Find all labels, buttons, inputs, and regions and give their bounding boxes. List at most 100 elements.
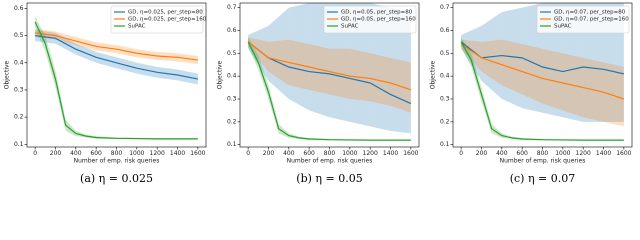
x-tick-label: 200 <box>263 150 275 157</box>
legend-label: SuPAC <box>341 24 359 30</box>
legend-label: SuPAC <box>554 24 572 30</box>
y-axis-label: Objective <box>217 60 224 89</box>
x-tick-label: 1000 <box>129 150 144 157</box>
y-tick-label: 0.3 <box>440 96 450 103</box>
legend-label: GD, η=0.07, per_step=80 <box>554 10 626 16</box>
x-tick-label: 1200 <box>576 150 591 157</box>
x-tick-label: 400 <box>283 150 295 157</box>
y-tick-label: 0.6 <box>14 5 24 12</box>
x-tick-label: 1400 <box>383 150 398 157</box>
y-tick-label: 0.7 <box>227 4 237 11</box>
y-tick-label: 0.6 <box>227 27 237 34</box>
series-line <box>460 41 624 75</box>
x-tick-label: 1400 <box>170 150 185 157</box>
axes-frame <box>239 2 420 148</box>
confidence-band <box>370 53 391 106</box>
y-tick-label: 0.4 <box>440 73 450 80</box>
legend-box <box>536 5 630 34</box>
y-tick-label: 0.1 <box>227 141 237 148</box>
x-axis-label: Number of emp. risk queries <box>74 158 160 165</box>
y-tick-label: 0.2 <box>227 118 237 125</box>
confidence-band <box>370 3 391 131</box>
caption: (a) η = 0.025 <box>80 172 153 185</box>
x-tick-label: 800 <box>324 150 336 157</box>
axes-frame <box>26 2 207 148</box>
y-axis-label: Objective <box>4 60 11 89</box>
x-tick-label: 0 <box>459 150 463 157</box>
x-tick-label: 0 <box>246 150 250 157</box>
legend-box <box>323 5 417 34</box>
x-tick-label: 200 <box>50 150 62 157</box>
x-tick-label: 600 <box>90 150 102 157</box>
confidence-band <box>65 119 76 137</box>
y-tick-label: 0.2 <box>14 114 24 121</box>
legend-box <box>110 5 204 34</box>
x-tick-label: 600 <box>303 150 315 157</box>
y-tick-label: 0.7 <box>440 4 450 11</box>
legend-label: GD, η=0.05, per_step=80 <box>341 10 413 16</box>
confidence-band <box>248 25 269 81</box>
confidence-band <box>268 7 289 100</box>
confidence-band <box>288 3 310 111</box>
y-tick-label: 0.5 <box>14 32 24 39</box>
series-line <box>247 41 411 141</box>
y-tick-label: 0.4 <box>14 59 24 66</box>
confidence-band <box>481 39 502 86</box>
series-line <box>35 32 198 61</box>
figure: 0.1 0.2 0.3 0.4 0.5 0.6 0 200 400 600 800 1000 1200 1… <box>4 2 633 185</box>
y-axis-label: Objective <box>430 60 437 89</box>
y-tick-label: 0.5 <box>440 50 450 57</box>
x-tick-label: 1200 <box>363 150 378 157</box>
legend-label: GD, η=0.07, per_step=160 <box>554 17 629 23</box>
confidence-band <box>461 25 482 81</box>
caption: (c) η = 0.07 <box>510 172 576 185</box>
x-tick-label: 400 <box>496 150 508 157</box>
x-tick-label: 400 <box>70 150 82 157</box>
legend-label: GD, η=0.025, per_step=80 <box>128 10 203 16</box>
x-tick-label: 0 <box>33 150 37 157</box>
caption: (b) η = 0.05 <box>296 172 362 185</box>
y-tick-label: 0.1 <box>14 141 24 148</box>
x-tick-label: 600 <box>516 150 528 157</box>
x-axis-label: Number of emp. risk queries <box>500 158 586 165</box>
x-axis-label: Number of emp. risk queries <box>287 158 373 165</box>
confidence-band <box>542 48 563 111</box>
y-tick-label: 0.3 <box>14 86 24 93</box>
confidence-band <box>349 3 371 127</box>
y-tick-label: 0.2 <box>440 118 450 125</box>
x-tick-label: 800 <box>537 150 549 157</box>
y-tick-label: 0.1 <box>440 141 450 148</box>
series-line <box>34 21 198 140</box>
y-tick-label: 0.3 <box>227 96 237 103</box>
confidence-band <box>603 62 624 127</box>
x-tick-label: 1000 <box>342 150 357 157</box>
x-tick-label: 1600 <box>190 150 205 157</box>
x-tick-label: 800 <box>111 150 123 157</box>
series-line <box>247 41 412 91</box>
x-tick-label: 1000 <box>555 150 570 157</box>
confidence-band <box>501 7 523 109</box>
x-tick-label: 1600 <box>403 150 418 157</box>
confidence-band <box>522 44 543 104</box>
confidence-band <box>491 124 502 138</box>
legend-label: GD, η=0.025, per_step=160 <box>128 17 207 23</box>
x-tick-label: 1200 <box>150 150 165 157</box>
confidence-band <box>349 48 371 102</box>
legend-label: GD, η=0.05, per_step=160 <box>341 17 416 23</box>
y-tick-label: 0.4 <box>227 73 237 80</box>
x-tick-label: 200 <box>476 150 488 157</box>
x-tick-label: 1400 <box>596 150 611 157</box>
series-line <box>460 41 624 141</box>
series-line <box>247 41 412 105</box>
y-tick-label: 0.6 <box>440 27 450 34</box>
legend-label: SuPAC <box>128 24 146 30</box>
y-tick-label: 0.5 <box>227 50 237 57</box>
series-line <box>460 43 625 100</box>
confidence-band <box>390 57 411 113</box>
confidence-band <box>278 124 289 138</box>
confidence-band <box>481 12 502 99</box>
plot-area <box>34 16 198 140</box>
series-line <box>35 35 198 80</box>
x-tick-label: 1600 <box>616 150 631 157</box>
confidence-band <box>501 39 523 95</box>
